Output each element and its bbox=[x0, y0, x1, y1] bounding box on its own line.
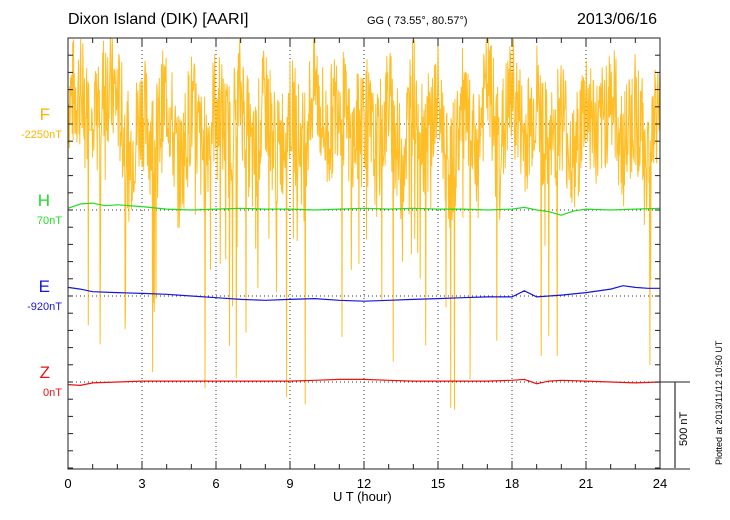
component-baseline-f: -2250nT bbox=[21, 129, 62, 141]
trace-z bbox=[67, 378, 661, 387]
x-tick-label: 12 bbox=[357, 476, 371, 491]
x-tick-label: 3 bbox=[138, 476, 145, 491]
scale-bar bbox=[660, 381, 690, 470]
component-baseline-e: -920nT bbox=[27, 301, 62, 313]
x-axis-label: U T (hour) bbox=[333, 489, 392, 504]
x-tick-label: 24 bbox=[653, 476, 667, 491]
data-traces bbox=[67, 38, 661, 410]
component-label-f: F bbox=[39, 105, 50, 124]
x-tick-label: 9 bbox=[286, 476, 293, 491]
component-label-h: H bbox=[37, 191, 50, 210]
x-tick-label: 18 bbox=[505, 476, 519, 491]
x-tick-label: 0 bbox=[64, 476, 71, 491]
component-baseline-z: 0nT bbox=[43, 387, 62, 399]
x-axis-ticks: 0 3 6 9 12 15 18 21 24 bbox=[64, 38, 667, 491]
component-baseline-h: 70nT bbox=[36, 215, 62, 227]
trace-e bbox=[67, 285, 660, 302]
x-tick-label: 6 bbox=[212, 476, 219, 491]
scale-bar-label: 500 nT bbox=[678, 411, 690, 446]
trace-h bbox=[67, 202, 661, 216]
component-label-z: Z bbox=[39, 363, 50, 382]
x-tick-label: 21 bbox=[579, 476, 593, 491]
station-title: Dixon Island (DIK) [AARI] bbox=[68, 11, 249, 28]
observation-date: 2013/06/16 bbox=[577, 11, 658, 28]
plotted-timestamp: Plotted at 2013/11/12 10:50 UT bbox=[714, 340, 724, 465]
geographic-coordinates: GG ( 73.55°, 80.57°) bbox=[367, 15, 468, 27]
component-label-e: E bbox=[38, 277, 50, 296]
x-tick-label: 15 bbox=[431, 476, 445, 491]
trace-f bbox=[67, 38, 661, 410]
